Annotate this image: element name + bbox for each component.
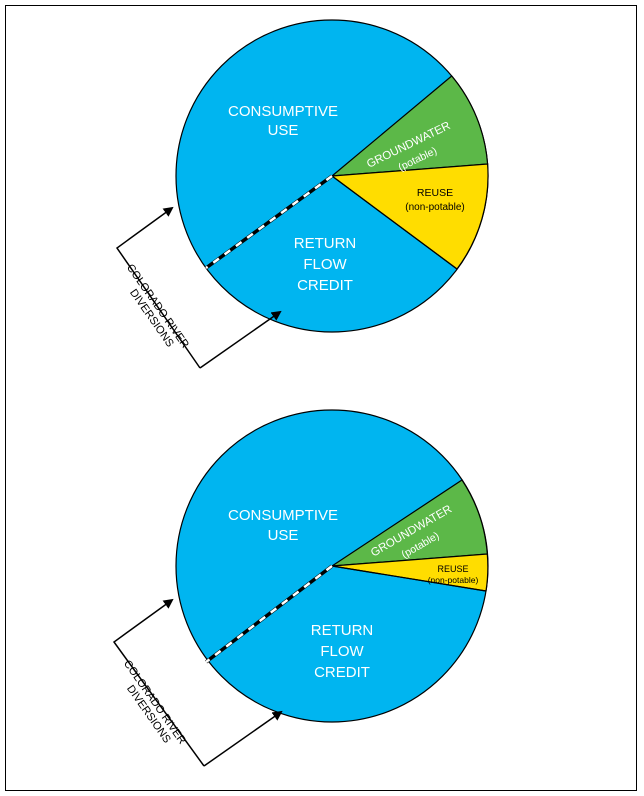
bottom-pie-diagram: CONSUMPTIVE USE GROUNDWATER (potable) RE… xyxy=(114,410,488,766)
bottom-return-label-1: RETURN xyxy=(311,622,374,639)
top-return-label-3: CREDIT xyxy=(297,277,353,294)
top-pie-diagram: CONSUMPTIVE USE GROUNDWATER (potable) RE… xyxy=(117,20,488,368)
top-return-label-2: FLOW xyxy=(303,256,347,273)
top-lower-arrow xyxy=(200,312,280,368)
bottom-reuse-label-2: (non-potable) xyxy=(428,575,479,585)
top-consumptive-label-2: USE xyxy=(268,122,299,139)
bottom-lower-arrow xyxy=(204,712,281,766)
bottom-consumptive-label-2: USE xyxy=(268,527,299,544)
top-consumptive-label-1: CONSUMPTIVE xyxy=(228,103,338,120)
bottom-return-label-2: FLOW xyxy=(320,643,364,660)
top-reuse-label-1: REUSE xyxy=(417,187,453,199)
bottom-return-label-3: CREDIT xyxy=(314,664,370,681)
bottom-consumptive-label-1: CONSUMPTIVE xyxy=(228,507,338,524)
top-reuse-label-2: (non-potable) xyxy=(405,202,464,213)
top-return-label-1: RETURN xyxy=(294,235,357,252)
bottom-reuse-label-1: REUSE xyxy=(437,564,468,574)
